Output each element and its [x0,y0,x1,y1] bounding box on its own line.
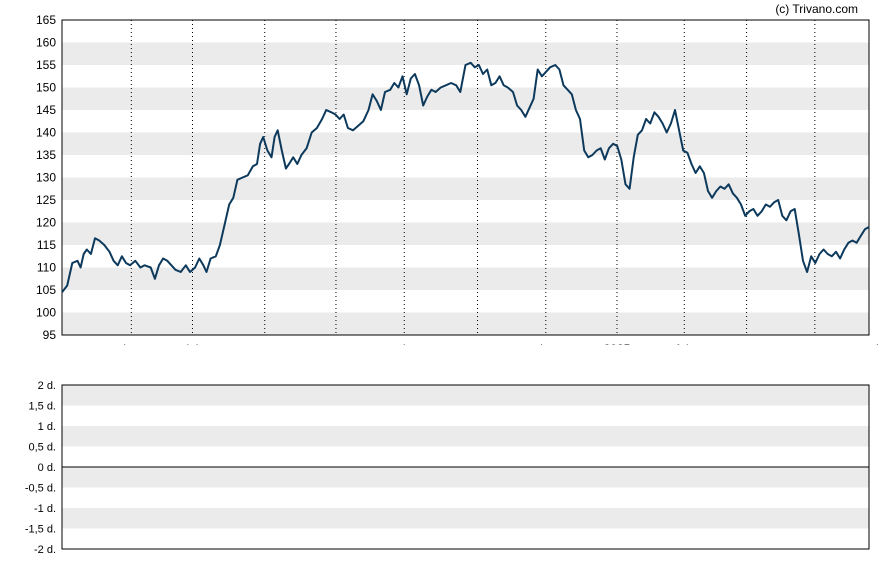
x-tick-label: dec [536,342,555,345]
y-tick-label: 135 [36,148,56,162]
x-tick-label: apr [806,342,823,345]
grid-band [62,20,869,43]
grid-band [62,200,869,223]
grid-band [62,508,869,529]
y-tick-label: 155 [36,58,56,72]
y-tick-label: -1 d. [34,503,56,515]
grid-band [62,87,869,110]
x-tick-label: mei [859,342,878,345]
y-tick-label: 160 [36,36,56,50]
background-bands [62,20,869,335]
y-tick-label: -1,5 d. [25,524,56,536]
y-tick-label: 0 d. [38,462,56,474]
grid-band [62,245,869,268]
x-tick-label: sep [326,342,346,345]
x-tick-label: nov [468,342,487,345]
price-series-line [61,61,870,293]
y-tick-labels: 95 100 105 110 115 120 125 130 135 140 145 150 155 16… [36,13,56,342]
background-bands [62,385,869,549]
y-tick-label: 165 [36,13,56,27]
grid-band [62,467,869,488]
grid-band [62,132,869,155]
x-tick-label: okt [396,342,413,345]
grid-band [62,267,869,290]
x-tick-label: jul [185,342,198,345]
grid-band [62,110,869,133]
y-tick-label: 125 [36,193,56,207]
y-tick-label: 120 [36,216,56,230]
grid-band [62,42,869,65]
x-tick-labels: jun jul aug sep okt nov dec 2025 feb mrt apr mei [122,342,878,345]
grid-band [62,222,869,245]
y-tick-label: 150 [36,81,56,95]
grid-band [62,177,869,200]
y-tick-label: 95 [43,328,57,342]
x-tick-label: aug [255,342,275,345]
x-tick-label: feb [676,342,693,345]
grid-band [62,487,869,508]
grid-band [62,385,869,406]
y-tick-label: 1,5 d. [28,401,56,413]
x-tick-label: mrt [738,342,756,345]
copyright-label: (c) Trivano.com [775,2,858,16]
y-tick-labels: 2 d. 1,5 d. 1 d. 0,5 d. 0 d. -0,5 d. -1 d. -1,5… [25,380,56,556]
grid-band [62,446,869,467]
grid-band [62,312,869,335]
grid-band [62,405,869,426]
y-tick-label: -0,5 d. [25,483,56,495]
price-chart: 95 100 105 110 115 120 125 130 135 140 145 150 155 16… [36,13,879,345]
y-tick-label: 140 [36,126,56,140]
grid-band [62,65,869,88]
oscillator-chart: 2 d. 1,5 d. 1 d. 0,5 d. 0 d. -0,5 d. -1 d. -1,5… [25,380,870,556]
y-tick-label: 2 d. [38,380,56,392]
y-tick-label: 105 [36,283,56,297]
x-tick-label: jun [122,342,139,345]
plot-frame [61,19,870,336]
y-tick-label: 1 d. [38,421,56,433]
y-tick-label: -2 d. [34,544,56,556]
y-tick-label: 0,5 d. [28,442,56,454]
grid-band [62,155,869,178]
y-tick-label: 110 [37,261,56,275]
grid-band [62,528,869,549]
grid-band [62,290,869,313]
y-tick-label: 100 [36,306,56,320]
x-tick-label: 2025 [604,342,631,345]
y-tick-label: 145 [36,103,56,117]
grid-band [62,426,869,447]
y-tick-label: 115 [37,238,56,252]
y-tick-label: 130 [36,171,56,185]
